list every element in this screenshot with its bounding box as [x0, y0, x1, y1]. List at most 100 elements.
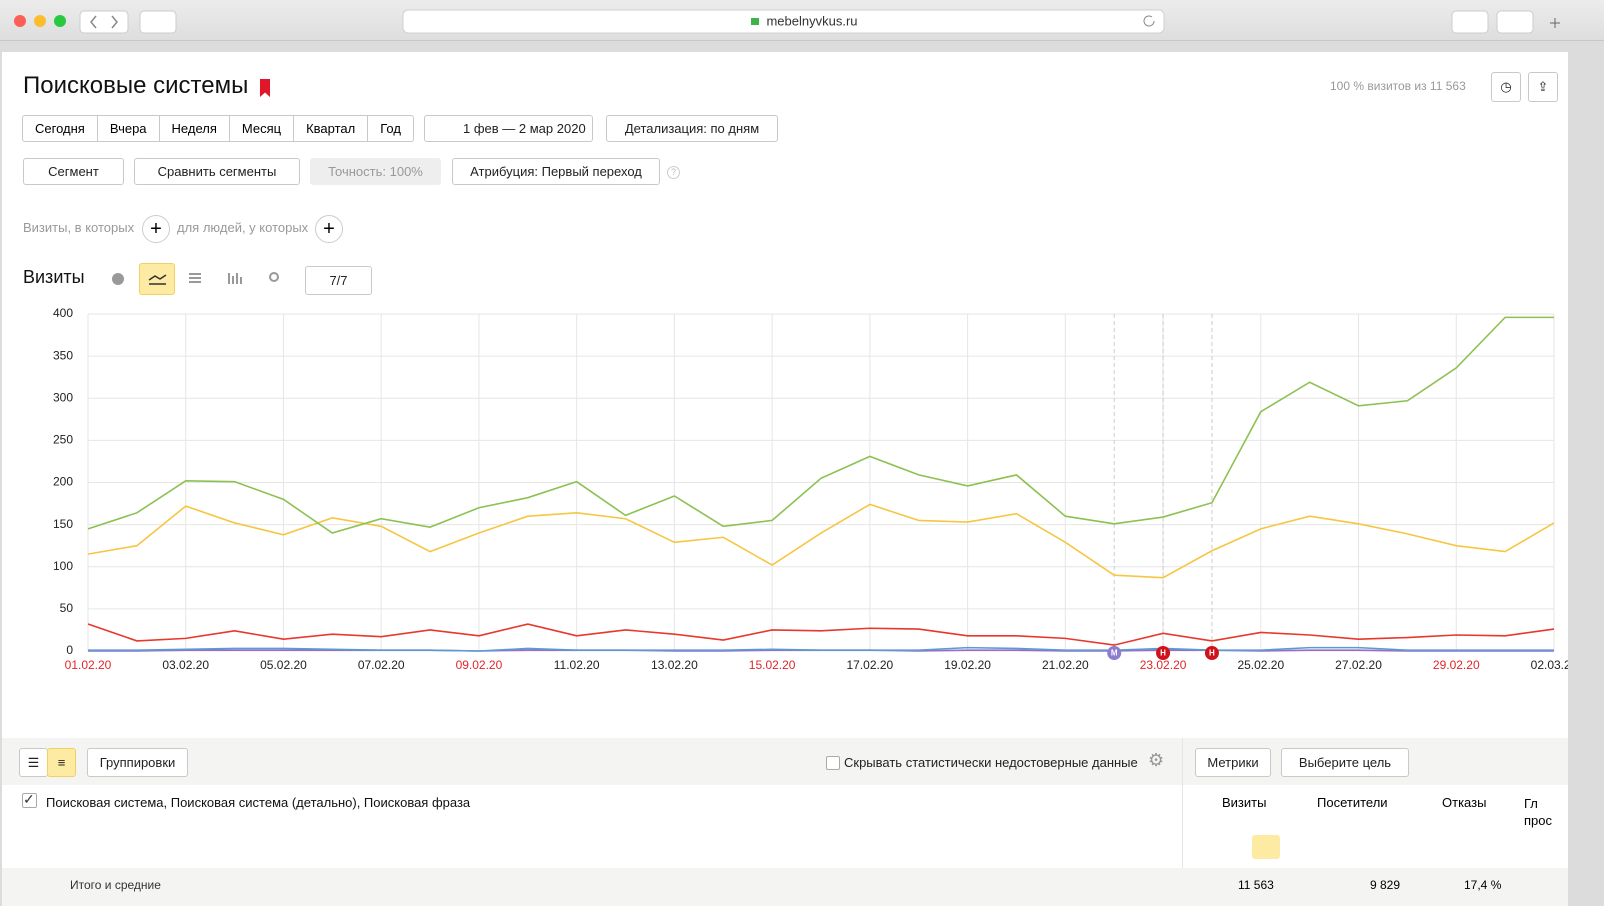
x-tick-label: 25.02.20 [1237, 658, 1284, 672]
add-people-condition[interactable]: + [315, 215, 343, 243]
nav-arrows [90, 15, 118, 29]
column-header[interactable]: Гл прос [1524, 796, 1552, 828]
x-tick-label: 02.03.20 [1531, 658, 1568, 672]
sample-info: 100 % визитов из 11 563 [1330, 79, 1466, 93]
x-tick-label: 17.02.20 [847, 658, 894, 672]
nav-buttons[interactable] [79, 10, 129, 34]
column-toggle[interactable] [1252, 835, 1280, 859]
dimensions-checkbox[interactable]: ✓ [22, 792, 37, 808]
page-content: Поисковые системы 100 % визитов из 11 56… [2, 52, 1568, 906]
series-line [87, 503, 1555, 579]
period-button[interactable]: Неделя [158, 115, 230, 142]
y-tick-label: 200 [53, 475, 73, 489]
annotation-marker[interactable] [1204, 646, 1219, 660]
total-value: 11 563 [1238, 878, 1274, 892]
series-line [88, 646, 1554, 652]
series-line [87, 316, 1554, 534]
x-tick-label: 05.02.20 [260, 658, 307, 672]
date-range[interactable]: 1 фев — 2 мар 2020 [424, 115, 593, 142]
period-button[interactable]: Сегодня [22, 115, 98, 142]
annotation-marker[interactable] [1156, 646, 1171, 660]
series-select[interactable]: 7/7 [305, 266, 372, 295]
bookmark-icon[interactable] [260, 79, 270, 97]
divider [1182, 738, 1183, 868]
area-icon[interactable] [189, 273, 201, 283]
tabs-button[interactable] [1496, 10, 1534, 34]
chart-title: Визиты [23, 267, 85, 287]
column-header[interactable]: Отказы [1442, 795, 1487, 810]
chart: 0 50 100 150 200 250 300 350 400 01.02.20 03.02.20… [53, 306, 1568, 672]
x-tick-label: 19.02.20 [944, 658, 991, 672]
period-button[interactable]: Год [367, 115, 414, 142]
annotation-label: Н [1209, 649, 1215, 658]
people-condition: для людей, у которых [177, 220, 309, 235]
period-button[interactable]: Вчера [96, 115, 160, 142]
series-line [87, 623, 1555, 646]
map-icon[interactable] [269, 272, 279, 282]
column-header[interactable]: Посетители [1317, 795, 1388, 810]
period-button[interactable]: Квартал [293, 115, 369, 142]
flat-view[interactable]: ☰ [19, 748, 48, 777]
attribution-select[interactable]: Атрибуция: Первый переход [452, 158, 660, 185]
y-tick-label: 100 [53, 559, 73, 573]
help-icon[interactable]: ? [667, 166, 680, 179]
y-tick-label: 300 [53, 390, 73, 404]
y-tick-label: 250 [53, 433, 73, 447]
y-tick-label: 50 [60, 601, 74, 615]
goal-select[interactable]: Выберите цель [1281, 748, 1409, 777]
metrics-button[interactable]: Метрики [1195, 748, 1271, 777]
history-button[interactable]: ◷ [1491, 72, 1521, 102]
url: mebelnyvkus.ru [766, 13, 857, 28]
annotation-label: М [1111, 649, 1118, 658]
x-tick-label: 03.02.20 [162, 658, 209, 672]
x-tick-label: 11.02.20 [554, 658, 600, 672]
detail-select[interactable]: Детализация: по дням [606, 115, 778, 142]
new-tab-button[interactable] [1550, 18, 1560, 28]
x-tick-label: 27.02.20 [1335, 658, 1382, 672]
line-chart-toggle[interactable] [139, 263, 175, 295]
add-visit-condition[interactable]: + [142, 215, 170, 243]
bar-icon[interactable] [228, 273, 242, 284]
total-label: Итого и средние [70, 878, 161, 892]
pie-icon[interactable] [112, 273, 124, 285]
x-tick-label: 15.02.20 [749, 658, 796, 672]
annotation-label: Н [1160, 649, 1166, 658]
checkbox[interactable] [826, 756, 840, 770]
segment-button[interactable]: Сегмент [23, 158, 124, 185]
reload-icon[interactable] [1143, 15, 1155, 27]
zoom-button[interactable] [54, 15, 66, 27]
period-button[interactable]: Месяц [228, 115, 295, 142]
annotation-marker[interactable] [1107, 646, 1122, 660]
tree-view[interactable]: ≡ [47, 748, 76, 777]
hide-unreliable: Скрывать статистически недостоверные дан… [844, 755, 1138, 770]
y-tick-label: 350 [53, 348, 73, 362]
compare-button[interactable]: Сравнить сегменты [134, 158, 300, 185]
close-button[interactable] [14, 15, 26, 27]
y-tick-label: 400 [53, 306, 73, 320]
x-tick-label: 13.02.20 [651, 658, 698, 672]
column-header[interactable]: Визиты [1222, 795, 1267, 810]
browser-toolbar: mebelnyvkus.ru [0, 0, 1604, 41]
line-icon[interactable] [148, 274, 167, 285]
share-button[interactable] [1451, 10, 1489, 34]
sidebar-button[interactable] [139, 10, 177, 34]
settings-icon[interactable]: ⚙ [1148, 750, 1165, 770]
visits-condition: Визиты, в которых [23, 220, 135, 235]
x-tick-label: 21.02.20 [1042, 658, 1089, 672]
total-row [2, 868, 1568, 906]
period-buttons: Сегодня Вчера Неделя Месяц Квартал Год [22, 115, 414, 142]
x-tick-label: 01.02.20 [65, 658, 112, 672]
browser-controls: mebelnyvkus.ru [14, 9, 1560, 34]
address-bar[interactable] [402, 9, 1165, 34]
accuracy-select[interactable]: Точность: 100% [310, 158, 441, 185]
minimize-button[interactable] [34, 15, 46, 27]
x-tick-label: 07.02.20 [358, 658, 405, 672]
total-value: 9 829 [1370, 878, 1401, 892]
x-tick-label: 29.02.20 [1433, 658, 1480, 672]
chart-type-icons [112, 272, 279, 285]
report-title: Поисковые системы [23, 72, 249, 99]
groupings-button[interactable]: Группировки [87, 748, 188, 777]
export-button[interactable]: ⇪ [1528, 72, 1558, 102]
